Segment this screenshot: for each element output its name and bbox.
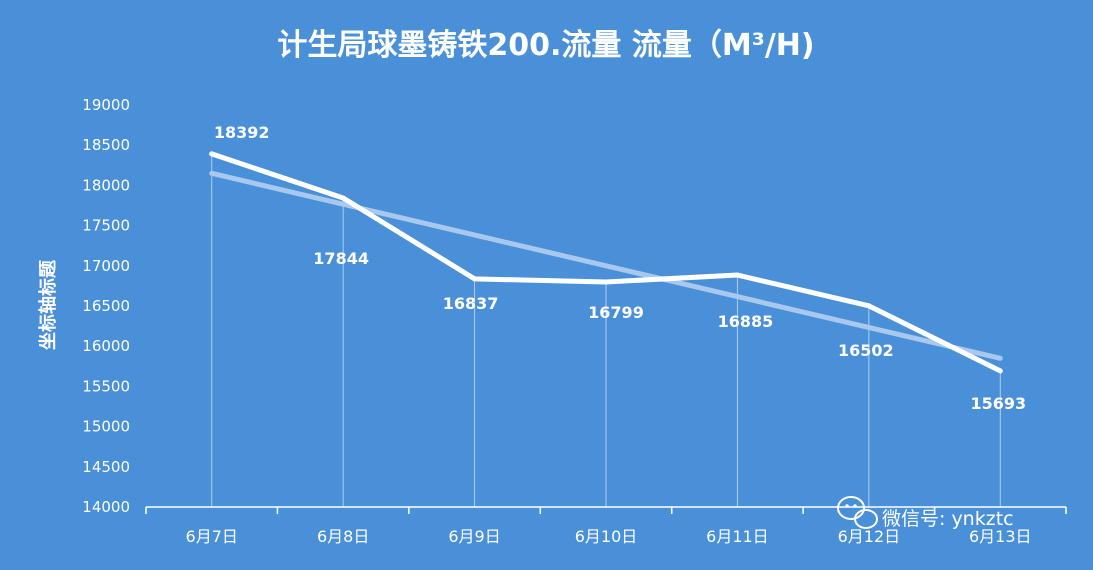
data-point	[997, 368, 1003, 374]
y-tick-label: 17500	[82, 217, 130, 235]
data-point	[340, 195, 346, 201]
x-tick-label: 6月10日	[575, 527, 638, 546]
trendline	[209, 170, 1003, 361]
data-label: 17844	[313, 249, 369, 268]
chart-title: 计生局球墨铸铁200.流量 流量（M³/H)	[277, 28, 814, 63]
y-tick-label: 16000	[82, 337, 130, 355]
data-label: 18392	[214, 123, 270, 142]
watermark-text: 微信号: ynkztc	[882, 508, 1014, 530]
x-tick-label: 6月7日	[186, 527, 238, 546]
plot-area: 14000 14500 15000 15500 16000 16500 17000 17500…	[82, 96, 1067, 546]
x-tick-label: 6月11日	[706, 527, 769, 546]
y-axis-title: 坐标轴标题	[37, 259, 59, 350]
data-point	[472, 276, 478, 282]
x-tick-label: 6月8日	[317, 527, 369, 546]
data-label: 15693	[970, 394, 1026, 413]
y-tick-label: 15000	[82, 418, 130, 436]
data-point	[603, 279, 609, 285]
y-tick-label: 14500	[82, 458, 130, 476]
data-label: 16799	[588, 303, 644, 322]
y-tick-label: 18000	[82, 176, 130, 194]
data-label: 16502	[838, 341, 894, 360]
y-tick-label: 18500	[82, 136, 130, 154]
data-point	[734, 272, 740, 278]
y-tick-label: 19000	[82, 96, 130, 114]
data-point	[209, 151, 215, 157]
y-tick-label: 15500	[82, 377, 130, 395]
x-tick-label: 6月12日	[838, 527, 901, 546]
data-label: 16885	[718, 312, 774, 331]
y-tick-label: 17000	[82, 257, 130, 275]
data-label: 16837	[443, 294, 499, 313]
watermark: 微信号: ynkztc	[837, 496, 1014, 530]
data-point	[866, 303, 872, 309]
x-tick-label: 6月9日	[448, 527, 500, 546]
wechat-icon	[837, 496, 878, 529]
y-tick-label: 14000	[82, 498, 130, 516]
x-tick-label: 6月13日	[969, 527, 1032, 546]
y-tick-label: 16500	[82, 297, 130, 315]
